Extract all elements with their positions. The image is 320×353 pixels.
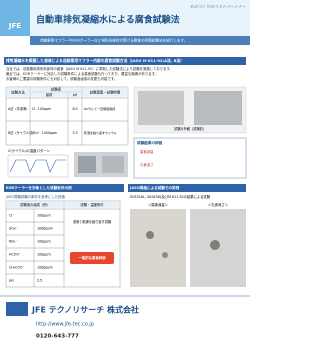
photo-label: ＜孔食深さ＞ [208, 202, 229, 207]
section-heading-bg [4, 57, 246, 65]
table-cell: NO₃⁻ [9, 240, 17, 244]
evaluation-item: 腐食減量 [140, 149, 154, 154]
table-cell: pH [9, 279, 14, 283]
subheading: JASO規格試験の条件を参考にした評価 [5, 194, 66, 199]
table-cell: A法（半浸漬） [8, 106, 29, 111]
table-header: 試験液 [51, 87, 62, 92]
table-cell: Cl⁻ 100ppm [32, 107, 51, 111]
table-cell: 100ppm [37, 253, 51, 257]
table-cell: CH₃COO⁻ [9, 266, 25, 270]
photo [138, 91, 184, 125]
table-cell: 100ppm [37, 240, 51, 244]
intro: 自動車用マフラーやEGRクーラーなど排気系部材が受ける腐食の評価試験法を紹介しま… [40, 38, 187, 43]
table-cell: 3.3 [72, 131, 77, 135]
header-bg [0, 0, 250, 36]
section-heading: 排気凝縮水を模擬した溶液による自動車用マフラー内部の腐食試験方法（JASO M … [6, 58, 184, 63]
table-header: 試験方法 [11, 90, 25, 95]
evaluation-item: 孔食深さ [140, 162, 154, 167]
evaluation-title: 試験結果の評価 [137, 140, 163, 145]
photo-label: ＜腐食減量＞ [148, 202, 169, 207]
pattern-frame [7, 154, 69, 178]
table-cell: HCOO⁻ [9, 253, 21, 257]
tagline: ものづくりのベストパートナー [190, 4, 247, 9]
logo: JFE [8, 22, 21, 30]
footer-logo [6, 302, 28, 316]
table-cell: 80℃にて一定時間保持 [84, 106, 115, 111]
bullet: 最近では、EGRクーラーに対応した試験条件による腐食試験も行っており、豊富な実績… [6, 71, 158, 76]
table-cell: B法（サイクル法） [8, 130, 36, 135]
table-cell: 1000ppm [37, 227, 53, 231]
apparatus-detail [102, 156, 124, 173]
table-header: 試験液の組成（例） [20, 202, 50, 207]
table-cell: 乾湿を繰り返すサイクル [84, 130, 117, 135]
badge [70, 252, 114, 264]
table-cell: 8.0 [72, 107, 77, 111]
table-subheader: 組成 [46, 92, 53, 97]
table-header: 試験温度・試験時間 [90, 90, 121, 95]
corrosion-spot [146, 231, 154, 239]
table-cell: 2.5 [37, 279, 42, 283]
section-heading: EGRクーラーを対象とした試験条件の例 [6, 185, 72, 190]
intro-bar [30, 36, 250, 45]
logo-band [0, 0, 30, 36]
table-cell: SO₄²⁻ 1000ppm [32, 131, 57, 135]
table-header: 試験・温度条件 [80, 202, 104, 207]
title: 自動車排気凝縮水による腐食試験法 [36, 14, 180, 26]
apparatus-detail [78, 156, 96, 173]
corrosion-spot [162, 252, 168, 258]
section-heading: JASO規格による試験での実例 [129, 185, 180, 190]
phone: 0120-643-777 [36, 334, 79, 340]
table-cell: 100ppm [37, 214, 51, 218]
bullet: お客様のご要望の試験条件にも対応して、試験液組成の変更も可能です。 [6, 76, 117, 81]
url: http://www.jfe-tec.co.jp [36, 322, 94, 328]
photo-caption: 試験片外観（試験前） [174, 126, 206, 131]
table-cell: SO₄²⁻ [9, 227, 18, 231]
table-header-bg [6, 87, 128, 98]
pattern-line [9, 159, 66, 173]
table-header-bg [6, 201, 120, 209]
table-note: 浸漬と乾燥を繰り返す試験 [73, 219, 112, 224]
section-heading-bg [128, 184, 246, 192]
sample-photo [130, 209, 186, 287]
bullet: 当社では、自動車用排気系部材の腐食（JASO M 611-92）に準拠した試験法… [6, 66, 173, 71]
chart-caption: C(サイクル)の温度パターン [8, 148, 51, 153]
page: {"header":{"logo":"JFE","tagline":"ものづくり… [0, 0, 250, 340]
table-cell: 1000ppm [37, 266, 53, 270]
company: JFE テクノリサーチ 株式会社 [31, 305, 139, 315]
photo [194, 91, 242, 125]
badge-text: 一般的な腐食評価 [78, 255, 106, 260]
document: JFE ものづくりのベストパートナー 自動車排気凝縮水による腐食試験法 自動車用… [0, 0, 250, 340]
evaluation-box [133, 137, 247, 179]
corrosion-spot [210, 240, 220, 250]
table-subheader: pH [73, 93, 78, 97]
section-text: SUS316L, SUS436L及びM 611-92の結果による試験 [130, 194, 211, 199]
table-cell: Cl⁻ [9, 214, 14, 218]
section-heading-bg [4, 184, 124, 192]
